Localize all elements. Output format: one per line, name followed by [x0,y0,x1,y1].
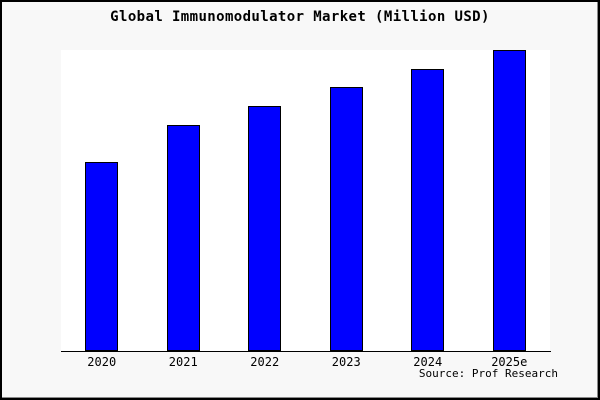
bar-2023 [329,87,363,351]
chart-title: Global Immunomodulator Market (Million U… [110,9,490,25]
bar-2025e [492,50,526,351]
x-tick-label-2020: 2020 [87,355,117,369]
bar-2022 [248,106,282,351]
bar-2024 [411,69,445,351]
bar-2020 [85,162,119,351]
x-tick-label-2022: 2022 [250,355,280,369]
bar-2021 [166,125,200,351]
x-tick-label-2021: 2021 [168,355,198,369]
x-tick-label-2023: 2023 [331,355,361,369]
x-axis-labels: 2020 2021 2022 2023 2024 2025e [61,355,550,371]
plot-area [61,50,550,351]
source-attribution: Source: Prof Research [418,367,558,380]
x-tick-label-2025e: 2025e [491,355,528,369]
x-axis-line [61,351,551,352]
x-tick-label-2024: 2024 [413,355,443,369]
